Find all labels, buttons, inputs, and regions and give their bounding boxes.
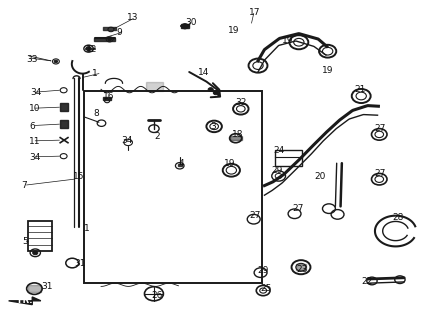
- Text: 4: 4: [178, 159, 184, 168]
- Polygon shape: [9, 297, 41, 305]
- Text: 11: 11: [29, 137, 41, 146]
- Text: 28: 28: [392, 213, 403, 222]
- Text: 33: 33: [26, 55, 37, 64]
- Polygon shape: [181, 24, 189, 28]
- Polygon shape: [230, 136, 242, 140]
- Text: 29: 29: [257, 266, 268, 275]
- Circle shape: [208, 88, 213, 92]
- Text: 1: 1: [84, 224, 89, 233]
- Text: 19: 19: [224, 159, 235, 168]
- Text: 31: 31: [41, 282, 52, 291]
- Text: 22: 22: [361, 277, 372, 286]
- Bar: [28, 221, 52, 251]
- Text: 25: 25: [260, 284, 271, 293]
- Text: 13: 13: [127, 13, 138, 22]
- Text: 27: 27: [249, 211, 261, 220]
- Circle shape: [86, 47, 91, 51]
- Polygon shape: [60, 120, 68, 128]
- Text: 30: 30: [185, 18, 197, 27]
- Text: 26: 26: [151, 292, 163, 300]
- Text: 16: 16: [103, 92, 115, 100]
- Text: 5: 5: [22, 237, 28, 246]
- Text: 19: 19: [228, 26, 240, 35]
- Circle shape: [181, 24, 188, 29]
- Text: 27: 27: [374, 169, 385, 178]
- Polygon shape: [28, 285, 41, 292]
- Circle shape: [213, 91, 218, 95]
- Text: 14: 14: [198, 68, 209, 76]
- Text: 27: 27: [374, 124, 385, 133]
- Text: 10: 10: [29, 104, 41, 113]
- Polygon shape: [60, 103, 68, 111]
- Text: 17: 17: [249, 8, 261, 17]
- Circle shape: [54, 60, 58, 63]
- Text: 23: 23: [297, 265, 308, 274]
- Bar: [84, 91, 262, 283]
- Circle shape: [108, 38, 111, 41]
- Text: 21: 21: [355, 85, 366, 94]
- Text: 8: 8: [93, 109, 98, 118]
- Bar: [275, 150, 302, 166]
- Text: 9: 9: [116, 28, 122, 36]
- Text: 1: 1: [92, 69, 98, 78]
- Text: 27: 27: [292, 204, 304, 213]
- Text: 6: 6: [29, 122, 35, 131]
- Text: 32: 32: [236, 98, 247, 107]
- Text: 34: 34: [30, 88, 41, 97]
- Polygon shape: [103, 97, 111, 100]
- Text: 7: 7: [22, 181, 27, 190]
- Text: 31: 31: [74, 260, 86, 268]
- Text: 15: 15: [73, 172, 85, 180]
- Polygon shape: [94, 38, 115, 41]
- Polygon shape: [146, 82, 163, 91]
- Text: 2: 2: [155, 132, 160, 140]
- Text: 12: 12: [86, 45, 97, 54]
- Polygon shape: [178, 164, 182, 166]
- Polygon shape: [296, 264, 306, 270]
- Text: 34: 34: [121, 136, 132, 145]
- Text: 24: 24: [273, 146, 284, 155]
- Text: 20: 20: [314, 172, 325, 180]
- Text: 18: 18: [232, 130, 244, 139]
- Text: 34: 34: [29, 153, 40, 162]
- Text: FR.: FR.: [17, 296, 33, 305]
- Text: 19: 19: [322, 66, 333, 75]
- Text: 29: 29: [271, 166, 282, 175]
- Text: 3: 3: [211, 122, 216, 131]
- Text: 19: 19: [282, 36, 293, 44]
- Circle shape: [33, 251, 38, 255]
